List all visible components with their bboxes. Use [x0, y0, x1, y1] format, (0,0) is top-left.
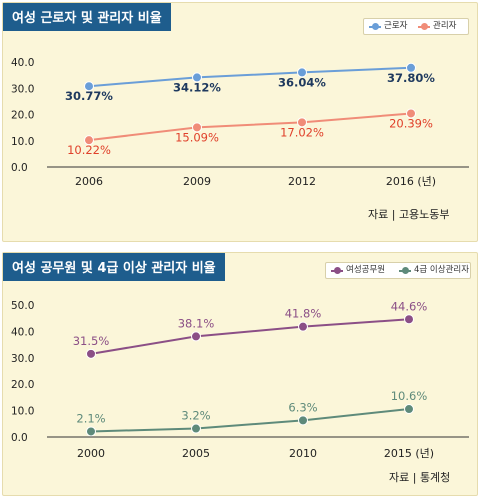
y-tick-label: 20.0	[11, 379, 34, 391]
y-tick-label: 40.0	[11, 57, 34, 69]
chart-legend: 여성공무원 4급 이상관리자	[325, 262, 471, 279]
data-point	[84, 135, 94, 146]
source-note: 자료 | 통계청	[389, 471, 451, 484]
x-tick-label: 2006	[75, 175, 103, 188]
series-line-2	[90, 408, 410, 433]
legend-label-managers: 관리자	[433, 21, 457, 31]
line-chart-workers: 40.0 30.0 20.0 10.0 0.0 2006 2009 2012 2016 (년) 3…	[11, 57, 469, 188]
series-line-1	[88, 66, 412, 88]
data-label: 41.8%	[285, 307, 322, 321]
data-point	[404, 314, 414, 325]
data-point	[298, 321, 308, 332]
chart-panel-officials: 여성 공무원 및 4급 이상 관리자 비율 여성공무원 4급 이상관리자 50.…	[2, 252, 478, 496]
chart-title: 여성 근로자 및 관리자 비율	[3, 3, 171, 31]
x-tick-label: 2005	[182, 447, 210, 460]
data-label: 10.22%	[67, 143, 111, 157]
data-point	[86, 348, 96, 359]
chart-legend: 근로자 관리자	[363, 18, 469, 35]
series-line-1	[90, 318, 410, 355]
data-point	[191, 331, 201, 342]
legend-marker-managers	[420, 23, 428, 30]
data-point	[84, 81, 94, 92]
data-point	[404, 404, 414, 415]
data-label: 6.3%	[288, 400, 317, 414]
data-label: 3.2%	[181, 409, 210, 423]
source-note: 자료 | 고용노동부	[368, 208, 450, 221]
data-point	[192, 122, 202, 133]
data-point	[191, 423, 201, 434]
legend-label-senior-managers: 4급 이상관리자	[414, 265, 470, 275]
series-line-2	[88, 112, 412, 142]
data-point	[406, 108, 416, 119]
y-tick-label: 40.0	[11, 326, 34, 338]
y-tick-label: 10.0	[11, 136, 34, 148]
data-label: 36.04%	[278, 75, 326, 89]
legend-label-workers: 근로자	[384, 21, 408, 31]
data-point	[297, 117, 307, 128]
x-tick-label: 2009	[183, 175, 211, 188]
data-label: 15.09%	[175, 130, 219, 144]
x-tick-label: 2000	[77, 447, 105, 460]
data-label: 10.6%	[391, 389, 428, 403]
data-point	[406, 62, 416, 73]
legend-marker-senior-managers	[401, 267, 409, 274]
x-tick-label: 2012	[288, 175, 316, 188]
y-tick-label: 0.0	[11, 162, 28, 174]
chart-panel-workers: 여성 근로자 및 관리자 비율 근로자 관리자 40.0 30.0 20.0 10.0…	[2, 2, 478, 242]
y-tick-label: 50.0	[11, 300, 34, 312]
data-label: 34.12%	[173, 80, 221, 94]
y-tick-label: 0.0	[11, 432, 28, 444]
y-tick-label: 20.0	[11, 110, 34, 122]
data-point	[297, 67, 307, 78]
data-point	[298, 415, 308, 426]
data-label: 2.1%	[76, 411, 105, 425]
y-tick-label: 30.0	[11, 83, 34, 95]
data-label: 30.77%	[65, 89, 113, 103]
legend-marker-officials	[333, 267, 341, 274]
data-label: 44.6%	[391, 299, 428, 313]
data-label: 31.5%	[73, 334, 110, 348]
data-label: 20.39%	[389, 116, 433, 130]
data-point	[192, 72, 202, 83]
data-point	[86, 426, 96, 437]
x-tick-label: 2015 (년)	[384, 447, 434, 460]
x-tick-label: 2016 (년)	[386, 175, 436, 188]
data-label: 17.02%	[280, 125, 324, 139]
y-tick-label: 10.0	[11, 406, 34, 418]
y-tick-label: 30.0	[11, 353, 34, 365]
legend-marker-workers	[371, 23, 379, 30]
chart-title: 여성 공무원 및 4급 이상 관리자 비율	[3, 253, 225, 281]
line-chart-officials: 50.0 40.0 30.0 20.0 10.0 0.0 2000 2005 2010 2015 …	[11, 299, 469, 460]
data-label: 38.1%	[178, 316, 215, 330]
data-label: 37.80%	[387, 71, 435, 85]
x-tick-label: 2010	[289, 447, 317, 460]
legend-label-officials: 여성공무원	[346, 265, 386, 275]
